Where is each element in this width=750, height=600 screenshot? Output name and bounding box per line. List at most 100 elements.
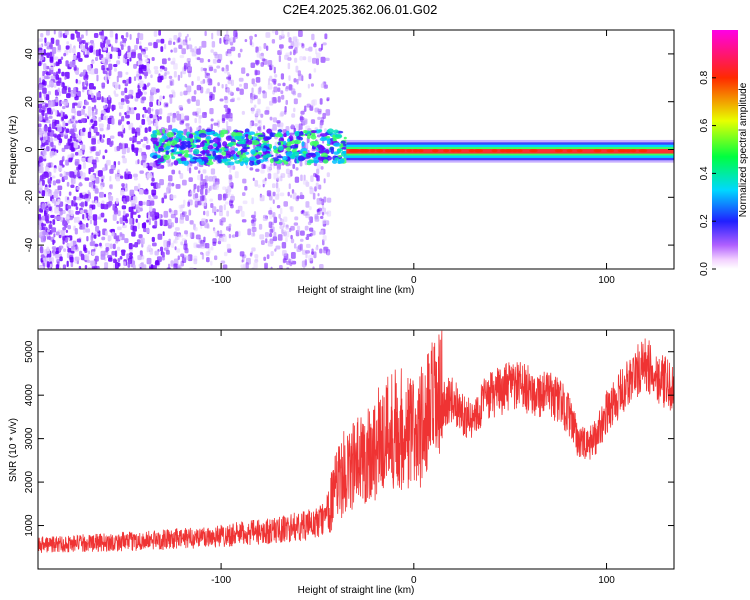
heatmap-cell [99, 31, 103, 36]
heatmap-cell [145, 145, 151, 150]
heatmap-cell [97, 139, 100, 144]
heatmap-cell [62, 120, 66, 128]
heatmap-cell [262, 142, 267, 146]
heatmap-cell [178, 170, 181, 175]
heatmap-cell [196, 48, 201, 55]
heatmap-cell [320, 116, 325, 123]
heatmap-cell [126, 121, 130, 125]
heatmap-cell [325, 57, 330, 61]
heatmap-cell [313, 157, 320, 164]
heatmap-cell [217, 158, 222, 164]
heatmap-cell [66, 142, 69, 147]
heatmap-cell [95, 225, 100, 232]
heatmap-cell [40, 32, 44, 38]
heatmap-cell [319, 98, 323, 105]
heatmap-cell [239, 139, 247, 145]
heatmap-cell [286, 146, 291, 152]
heatmap-cell [171, 169, 176, 175]
heatmap-cell [143, 91, 148, 95]
heatmap-cell [187, 63, 191, 68]
heatmap-cell [283, 222, 286, 228]
heatmap-cell [163, 210, 169, 218]
heatmap-cell [89, 241, 95, 247]
heatmap-cell [297, 92, 302, 98]
heatmap-cell [87, 105, 92, 111]
heatmap-cell [62, 264, 67, 269]
heatmap-cell [199, 58, 204, 63]
heatmap-cell [60, 216, 63, 223]
heatmap-cell [326, 98, 330, 102]
heatmap-cell [66, 181, 70, 187]
heatmap-cell [170, 260, 174, 267]
heatmap-cell [320, 83, 326, 88]
heatmap-cell [322, 235, 327, 241]
heatmap-cell [566, 149, 573, 153]
heatmap-cell [228, 161, 235, 166]
heatmap-cell [90, 260, 96, 266]
heatmap-cell [49, 123, 52, 128]
heatmap-cell [110, 164, 116, 171]
heatmap-cell [255, 60, 259, 66]
heatmap-cell [305, 201, 310, 208]
heatmap-cell [310, 83, 314, 87]
heatmap-cell [317, 145, 325, 151]
heatmap-cell [259, 234, 265, 240]
heatmap-cell [272, 117, 277, 123]
heatmap-cell [293, 78, 297, 83]
heatmap-cell [64, 237, 69, 243]
heatmap-cell [152, 155, 159, 159]
heatmap-cell [45, 146, 50, 152]
heatmap-cell [272, 123, 277, 131]
heatmap-cell [121, 115, 125, 122]
heatmap-cell [123, 143, 129, 149]
heatmap-cell [290, 41, 295, 48]
heatmap-cell [47, 189, 53, 197]
heatmap-cell [223, 204, 226, 211]
heatmap-cell [261, 148, 267, 152]
heatmap-cell [47, 136, 51, 143]
heatmap-cell [150, 87, 156, 93]
heatmap-cell [241, 259, 244, 263]
heatmap-cell [287, 31, 290, 38]
heatmap-cell [239, 88, 244, 95]
heatmap-cell [153, 195, 158, 200]
heatmap-cell [253, 211, 257, 217]
heatmap-cell [171, 182, 175, 187]
heatmap-cell [89, 82, 94, 90]
heatmap-cell [189, 158, 196, 162]
heatmap-cell [207, 144, 214, 150]
heatmap-cell [139, 170, 144, 174]
heatmap-cell [56, 81, 61, 86]
heatmap-cell [90, 146, 95, 152]
heatmap-cell [65, 45, 70, 50]
heatmap-cell [290, 225, 295, 231]
heatmap-cell [89, 46, 93, 53]
heatmap-cell [124, 238, 129, 244]
heatmap-cell [76, 216, 80, 223]
heatmap-cell [55, 61, 59, 67]
heatmap-cell [316, 164, 321, 170]
heatmap-cell [228, 174, 233, 180]
heatmap-cell [100, 138, 104, 143]
heatmap-cell [158, 30, 161, 36]
heatmap-cell [212, 150, 217, 157]
heatmap-cell [70, 177, 76, 185]
heatmap-cell [322, 42, 327, 46]
heatmap-cell [254, 146, 262, 152]
heatmap-cell [285, 87, 289, 92]
heatmap-cell [309, 186, 313, 190]
heatmap-cell [143, 113, 147, 118]
heatmap-cell [160, 38, 165, 44]
heatmap-cell [93, 49, 96, 55]
heatmap-cell [200, 67, 204, 72]
heatmap-cell [186, 57, 191, 63]
heatmap-cell [218, 237, 221, 242]
heatmap-cell [80, 157, 86, 162]
heatmap-cell [293, 139, 301, 145]
heatmap-cell [174, 217, 179, 224]
heatmap-cell [187, 44, 193, 50]
heatmap-cell [53, 56, 59, 61]
heatmap-cell [146, 227, 150, 234]
heatmap-cell [100, 254, 106, 260]
heatmap-cell [101, 178, 104, 183]
